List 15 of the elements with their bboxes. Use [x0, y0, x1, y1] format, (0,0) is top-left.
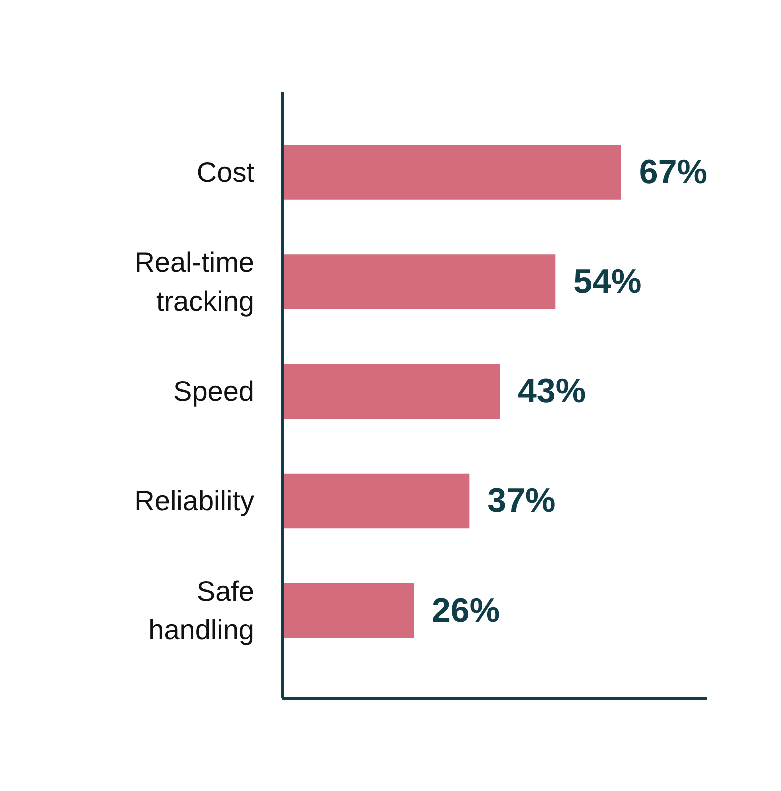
data-label: 54% [574, 263, 642, 302]
data-label: 26% [432, 592, 500, 630]
bar [282, 254, 556, 310]
data-label: 37% [488, 482, 556, 520]
data-label: 67% [639, 153, 708, 192]
y-tick-label: Speed [174, 376, 255, 408]
y-tick-label: Real-time tracking [134, 247, 255, 317]
y-tick-label: Reliability [134, 486, 255, 517]
y-tick-label: Cost [196, 156, 255, 188]
bar [282, 364, 500, 420]
y-tick-label: Safe handling [148, 576, 255, 646]
bar [282, 145, 622, 200]
data-label: 43% [518, 372, 586, 411]
bar [282, 474, 470, 529]
bar [282, 583, 414, 638]
